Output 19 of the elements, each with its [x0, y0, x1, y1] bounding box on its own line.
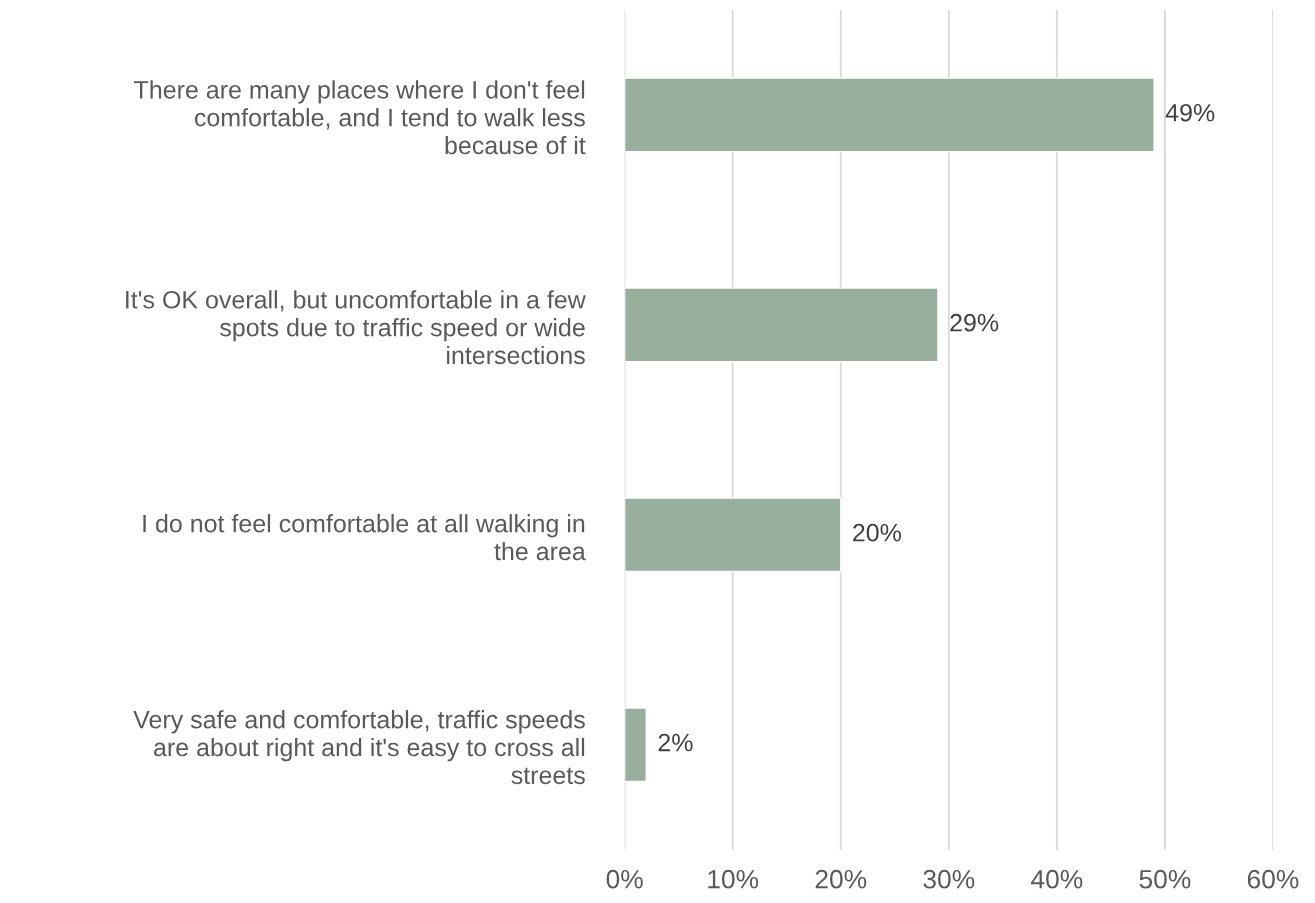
x-tick-label: 10%: [708, 869, 759, 889]
y-tick-label: I do not feel comfortable at all walking in the area: [143, 514, 586, 561]
x-tick-label: 0%: [606, 869, 643, 889]
data-label: 2%: [658, 733, 693, 752]
bar: [624, 287, 939, 363]
x-tick-label: 30%: [923, 869, 975, 889]
data-label: 49%: [1165, 103, 1215, 122]
bar: [624, 77, 1155, 153]
data-label: 20%: [853, 523, 901, 542]
data-label: 29%: [950, 313, 999, 332]
y-tick-label: Very safe and comfortable, traffic speeds are about right and it's easy to cross all streets: [133, 710, 585, 785]
y-tick-label: There are many places where I don't feel comfortable, and I tend to walk less because of it: [134, 80, 586, 155]
x-tick-label: 20%: [815, 869, 867, 889]
x-tick-label: 50%: [1139, 869, 1191, 889]
x-tick-label: 40%: [1031, 869, 1083, 889]
bar: [624, 707, 647, 783]
bar: [624, 497, 842, 573]
y-tick-label: It's OK overall, but uncomfortable in a few spots due to traffic speed or wide intersections: [126, 290, 586, 365]
x-tick-label: 60%: [1247, 869, 1299, 889]
